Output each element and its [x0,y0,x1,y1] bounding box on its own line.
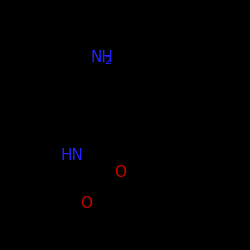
Text: 2: 2 [104,56,112,66]
Text: NH: NH [90,50,114,66]
Text: O: O [80,196,92,211]
Text: O: O [114,164,126,180]
Text: HN: HN [61,148,84,162]
